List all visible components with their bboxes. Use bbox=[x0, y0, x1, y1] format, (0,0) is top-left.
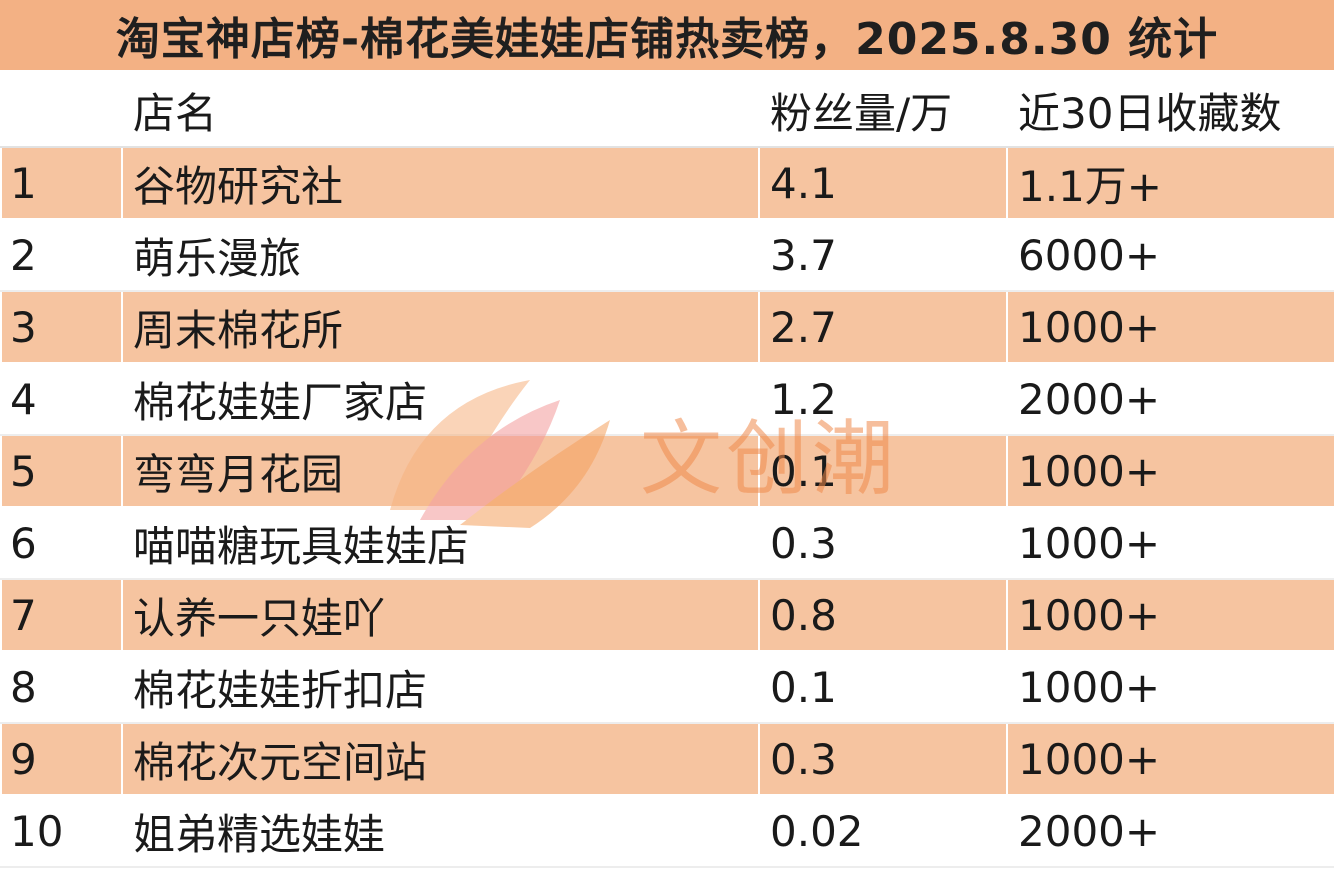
rank-cell: 3 bbox=[0, 290, 123, 364]
fans-cell: 0.8 bbox=[758, 578, 1008, 652]
table-row: 3 周末棉花所 2.7 1000+ bbox=[0, 290, 1334, 364]
favorites-cell: 1000+ bbox=[1006, 722, 1334, 796]
fans-cell: 4.1 bbox=[758, 146, 1008, 220]
fans-cell: 0.1 bbox=[758, 434, 1008, 508]
favorites-cell: 2000+ bbox=[1006, 362, 1334, 436]
favorites-cell: 6000+ bbox=[1006, 218, 1334, 292]
rank-cell: 8 bbox=[0, 650, 123, 724]
favorites-cell: 1000+ bbox=[1006, 578, 1334, 652]
page-title: 淘宝神店榜-棉花美娃娃店铺热卖榜，2025.8.30 统计 bbox=[115, 14, 1219, 65]
fans-cell: 0.3 bbox=[758, 722, 1008, 796]
rank-cell: 6 bbox=[0, 506, 123, 580]
rank-cell: 7 bbox=[0, 578, 123, 652]
header-favorites: 近30日收藏数 bbox=[1006, 72, 1334, 148]
ranking-table: 店名 粉丝量/万 近30日收藏数 1 谷物研究社 4.1 1.1万+ 2 萌乐漫… bbox=[0, 72, 1334, 868]
favorites-cell: 1000+ bbox=[1006, 290, 1334, 364]
fans-cell: 0.02 bbox=[758, 794, 1008, 868]
shop-name-cell: 棉花娃娃折扣店 bbox=[121, 650, 760, 724]
table-row: 6 喵喵糖玩具娃娃店 0.3 1000+ bbox=[0, 506, 1334, 580]
favorites-cell: 1000+ bbox=[1006, 506, 1334, 580]
title-bar: 淘宝神店榜-棉花美娃娃店铺热卖榜，2025.8.30 统计 bbox=[0, 0, 1334, 72]
rank-cell: 1 bbox=[0, 146, 123, 220]
favorites-cell: 1000+ bbox=[1006, 650, 1334, 724]
fans-cell: 3.7 bbox=[758, 218, 1008, 292]
fans-cell: 1.2 bbox=[758, 362, 1008, 436]
table-row: 4 棉花娃娃厂家店 1.2 2000+ bbox=[0, 362, 1334, 436]
shop-name-cell: 萌乐漫旅 bbox=[121, 218, 760, 292]
fans-cell: 2.7 bbox=[758, 290, 1008, 364]
table-row: 8 棉花娃娃折扣店 0.1 1000+ bbox=[0, 650, 1334, 724]
header-shop-name: 店名 bbox=[121, 72, 760, 148]
fans-cell: 0.3 bbox=[758, 506, 1008, 580]
shop-name-cell: 认养一只娃吖 bbox=[121, 578, 760, 652]
rank-cell: 10 bbox=[0, 794, 123, 868]
table-header-row: 店名 粉丝量/万 近30日收藏数 bbox=[0, 72, 1334, 148]
fans-cell: 0.1 bbox=[758, 650, 1008, 724]
table-row: 7 认养一只娃吖 0.8 1000+ bbox=[0, 578, 1334, 652]
shop-name-cell: 谷物研究社 bbox=[121, 146, 760, 220]
rank-cell: 2 bbox=[0, 218, 123, 292]
shop-name-cell: 姐弟精选娃娃 bbox=[121, 794, 760, 868]
header-rank bbox=[0, 72, 123, 148]
table-row: 9 棉花次元空间站 0.3 1000+ bbox=[0, 722, 1334, 796]
shop-name-cell: 棉花次元空间站 bbox=[121, 722, 760, 796]
shop-name-cell: 棉花娃娃厂家店 bbox=[121, 362, 760, 436]
rank-cell: 4 bbox=[0, 362, 123, 436]
favorites-cell: 2000+ bbox=[1006, 794, 1334, 868]
table-row: 1 谷物研究社 4.1 1.1万+ bbox=[0, 146, 1334, 220]
shop-name-cell: 喵喵糖玩具娃娃店 bbox=[121, 506, 760, 580]
shop-name-cell: 弯弯月花园 bbox=[121, 434, 760, 508]
rank-cell: 9 bbox=[0, 722, 123, 796]
table-row: 10 姐弟精选娃娃 0.02 2000+ bbox=[0, 794, 1334, 868]
table-row: 5 弯弯月花园 0.1 1000+ bbox=[0, 434, 1334, 508]
shop-name-cell: 周末棉花所 bbox=[121, 290, 760, 364]
header-fans: 粉丝量/万 bbox=[758, 72, 1008, 148]
favorites-cell: 1000+ bbox=[1006, 434, 1334, 508]
rank-cell: 5 bbox=[0, 434, 123, 508]
favorites-cell: 1.1万+ bbox=[1006, 146, 1334, 220]
table-row: 2 萌乐漫旅 3.7 6000+ bbox=[0, 218, 1334, 292]
